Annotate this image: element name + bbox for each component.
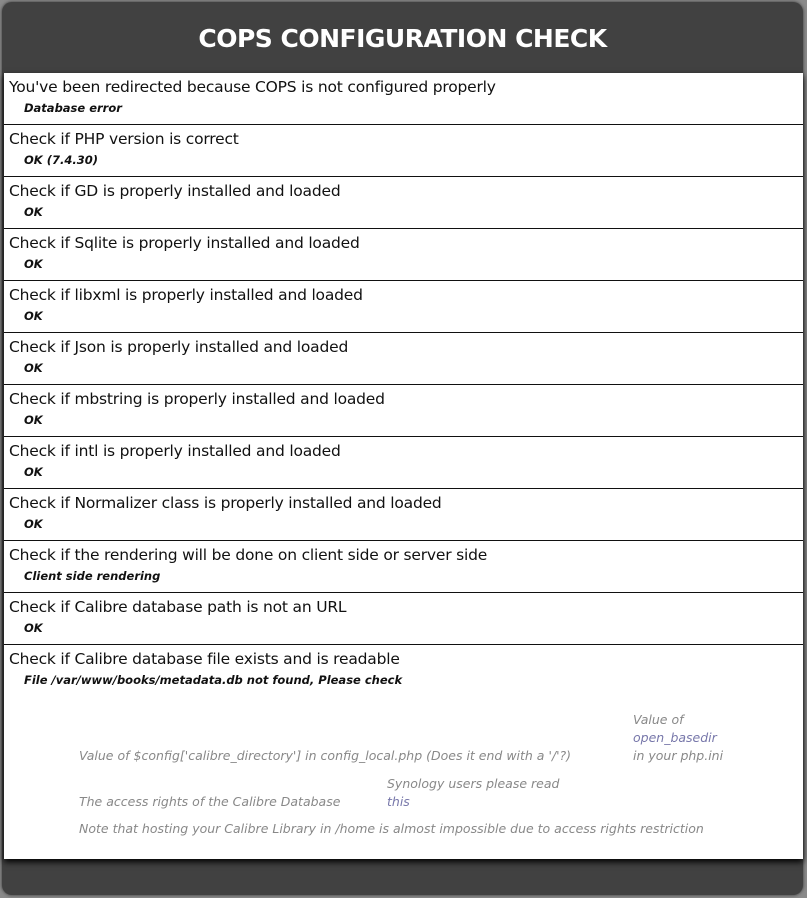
check-title: Check if Calibre database path is not an… xyxy=(9,598,347,616)
check-row: Check if GD is properly installed and lo… xyxy=(4,177,803,229)
check-result: OK xyxy=(24,309,43,323)
check-row: Check if libxml is properly installed an… xyxy=(4,281,803,333)
check-row: Check if intl is properly installed and … xyxy=(4,437,803,489)
hint-basedir-suffix: in your php.ini xyxy=(633,748,724,763)
check-title: Check if the rendering will be done on c… xyxy=(9,546,488,564)
check-row: Check if mbstring is properly installed … xyxy=(4,385,803,437)
check-result: OK xyxy=(24,413,43,427)
check-result: OK xyxy=(24,517,43,531)
check-row: Check if PHP version is correct OK (7.4.3… xyxy=(4,125,803,177)
check-row: Check if Calibre database path is not an… xyxy=(4,593,803,645)
check-title: Check if intl is properly installed and … xyxy=(9,442,341,460)
check-title: Check if Normalizer class is properly in… xyxy=(9,494,442,512)
check-result: OK (7.4.30) xyxy=(24,153,98,167)
check-result: Client side rendering xyxy=(24,569,161,583)
check-result: Database error xyxy=(24,101,122,115)
checks-list: You've been redirected because COPS is n… xyxy=(4,73,803,859)
check-title: You've been redirected because COPS is n… xyxy=(9,78,496,96)
check-row: Check if Normalizer class is properly in… xyxy=(4,489,803,541)
hint-synology: Synology users please read xyxy=(387,776,560,791)
check-result: File /var/www/books/metadata.db not foun… xyxy=(24,673,403,687)
page-title: COPS CONFIGURATION CHECK xyxy=(198,24,607,53)
check-title: Check if Json is properly installed and … xyxy=(9,338,349,356)
check-result: OK xyxy=(24,257,43,271)
check-title: Check if PHP version is correct xyxy=(9,130,239,148)
hint-basedir-label: Value of xyxy=(633,712,684,727)
check-row: Check if Json is properly installed and … xyxy=(4,333,803,385)
check-row: You've been redirected because COPS is n… xyxy=(4,73,803,125)
check-title: Check if Calibre database file exists an… xyxy=(9,650,400,668)
check-result: OK xyxy=(24,361,43,375)
hint-access-rights: The access rights of the Calibre Databas… xyxy=(79,794,341,809)
check-row: Check if the rendering will be done on c… xyxy=(4,541,803,593)
check-row: Check if Calibre database file exists an… xyxy=(4,645,803,687)
check-row: Check if Sqlite is properly installed an… xyxy=(4,229,803,281)
check-title: Check if GD is properly installed and lo… xyxy=(9,182,341,200)
check-result: OK xyxy=(24,465,43,479)
check-title: Check if libxml is properly installed an… xyxy=(9,286,363,304)
hint-calibre-directory: Value of $config['calibre_directory'] in… xyxy=(79,748,572,763)
hint-home-note: Note that hosting your Calibre Library i… xyxy=(79,821,704,836)
synology-link[interactable]: this xyxy=(387,794,410,809)
check-title: Check if mbstring is properly installed … xyxy=(9,390,385,408)
open-basedir-link[interactable]: open_basedir xyxy=(633,730,717,745)
check-title: Check if Sqlite is properly installed an… xyxy=(9,234,360,252)
check-result: OK xyxy=(24,621,43,635)
check-result: OK xyxy=(24,205,43,219)
